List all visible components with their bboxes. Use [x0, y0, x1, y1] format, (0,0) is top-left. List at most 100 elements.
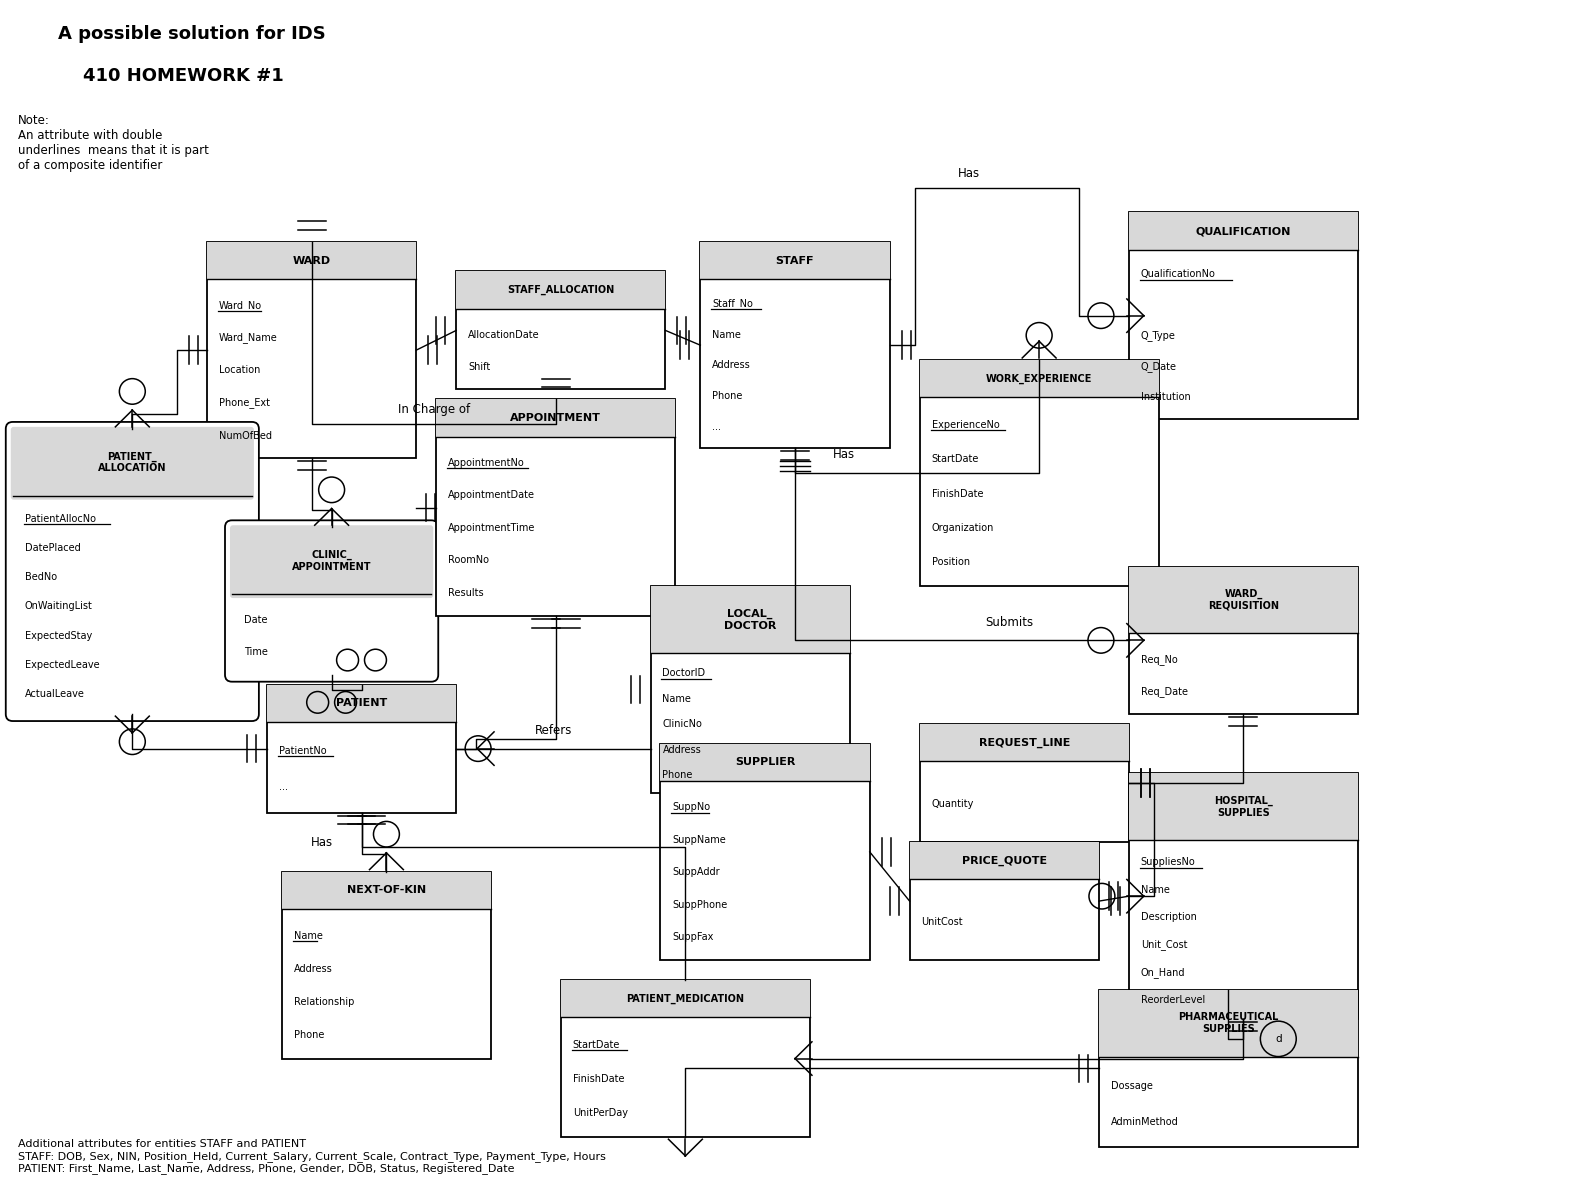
- Bar: [919, 724, 1129, 762]
- Text: Has: Has: [959, 167, 981, 180]
- Text: WARD: WARD: [293, 256, 331, 265]
- Text: Position: Position: [932, 557, 970, 567]
- Text: Phone_Ext: Phone_Ext: [219, 397, 270, 408]
- Bar: [561, 980, 809, 1017]
- Bar: [436, 400, 676, 437]
- Text: Refers: Refers: [534, 724, 572, 737]
- Text: Description: Description: [1140, 912, 1197, 923]
- Text: Name: Name: [294, 931, 323, 940]
- Bar: [456, 271, 666, 309]
- Bar: [436, 400, 676, 616]
- Text: Unit_Cost: Unit_Cost: [1140, 939, 1188, 950]
- Text: QUALIFICATION: QUALIFICATION: [1196, 226, 1291, 237]
- Bar: [1129, 774, 1358, 840]
- Text: DoctorID: DoctorID: [663, 668, 706, 679]
- Text: SuppFax: SuppFax: [673, 932, 714, 943]
- Text: Phone: Phone: [712, 392, 743, 401]
- Text: PATIENT_MEDICATION: PATIENT_MEDICATION: [626, 994, 744, 1003]
- Text: STAFF: STAFF: [776, 256, 814, 265]
- Text: Has: Has: [310, 835, 332, 848]
- Bar: [919, 360, 1159, 397]
- Text: Organization: Organization: [932, 523, 994, 532]
- Text: REQUEST_LINE: REQUEST_LINE: [978, 737, 1070, 748]
- Text: CLINIC_
APPOINTMENT: CLINIC_ APPOINTMENT: [293, 550, 372, 571]
- Text: StartDate: StartDate: [932, 454, 979, 464]
- Text: Time: Time: [243, 647, 267, 658]
- Text: SuppNo: SuppNo: [673, 802, 711, 812]
- Text: Has: Has: [833, 448, 855, 461]
- Text: Results: Results: [448, 588, 483, 597]
- Bar: [1099, 990, 1358, 1148]
- Bar: [650, 587, 849, 653]
- Text: AppointmentTime: AppointmentTime: [448, 523, 536, 532]
- Text: SuppliesNo: SuppliesNo: [1140, 858, 1196, 867]
- Text: AppointmentDate: AppointmentDate: [448, 490, 536, 500]
- Text: ClinicNo: ClinicNo: [663, 719, 703, 729]
- Bar: [700, 241, 890, 279]
- Text: Name: Name: [712, 330, 741, 340]
- Text: StartDate: StartDate: [572, 1040, 620, 1049]
- Text: AppointmentNo: AppointmentNo: [448, 458, 525, 467]
- Bar: [207, 241, 417, 279]
- Text: UnitPerDay: UnitPerDay: [572, 1108, 628, 1118]
- Bar: [1129, 567, 1358, 633]
- Text: Dossage: Dossage: [1111, 1080, 1153, 1091]
- Bar: [660, 744, 870, 961]
- Text: AllocationDate: AllocationDate: [467, 330, 539, 340]
- Text: ...: ...: [712, 422, 722, 432]
- Text: PATIENT: PATIENT: [335, 698, 386, 709]
- Text: PatientAllocNo: PatientAllocNo: [25, 515, 95, 524]
- FancyBboxPatch shape: [11, 427, 254, 499]
- Text: Location: Location: [219, 366, 261, 375]
- Text: Address: Address: [294, 964, 332, 974]
- Text: 410 HOMEWORK #1: 410 HOMEWORK #1: [57, 66, 283, 85]
- Text: Req_Date: Req_Date: [1140, 686, 1188, 697]
- Text: LOCAL_
DOCTOR: LOCAL_ DOCTOR: [723, 609, 776, 631]
- Text: On_Hand: On_Hand: [1140, 967, 1185, 978]
- Text: STAFF_ALLOCATION: STAFF_ALLOCATION: [507, 285, 614, 296]
- Text: SuppAddr: SuppAddr: [673, 867, 720, 878]
- Bar: [561, 980, 809, 1137]
- Bar: [660, 744, 870, 781]
- Text: Q_Type: Q_Type: [1140, 330, 1175, 342]
- Bar: [1099, 990, 1358, 1056]
- Bar: [281, 872, 491, 909]
- Text: PATIENT_
ALLOCATION: PATIENT_ ALLOCATION: [99, 452, 167, 473]
- Text: OnWaitingList: OnWaitingList: [25, 601, 92, 612]
- Bar: [281, 872, 491, 1059]
- Text: PHARMACEUTICAL
SUPPLIES: PHARMACEUTICAL SUPPLIES: [1178, 1013, 1278, 1034]
- Text: Note:
An attribute with double
underlines  means that it is part
of a composite : Note: An attribute with double underline…: [17, 114, 208, 172]
- Text: A possible solution for IDS: A possible solution for IDS: [57, 25, 326, 44]
- Text: Q_Date: Q_Date: [1140, 361, 1177, 373]
- Text: QualificationNo: QualificationNo: [1140, 270, 1216, 279]
- Text: UnitCost: UnitCost: [922, 918, 964, 927]
- Text: Req_No: Req_No: [1140, 654, 1178, 665]
- Text: FinishDate: FinishDate: [932, 489, 983, 498]
- Bar: [456, 271, 666, 389]
- Text: PRICE_QUOTE: PRICE_QUOTE: [962, 855, 1046, 866]
- Text: Additional attributes for entities STAFF and PATIENT
STAFF: DOB, Sex, NIN, Posit: Additional attributes for entities STAFF…: [17, 1139, 606, 1175]
- Text: In Charge of: In Charge of: [398, 403, 469, 416]
- Text: ...: ...: [278, 782, 288, 793]
- Text: ReorderLevel: ReorderLevel: [1140, 995, 1205, 1004]
- Text: Submits: Submits: [986, 615, 1034, 628]
- Text: Address: Address: [663, 744, 701, 755]
- Text: ActualLeave: ActualLeave: [25, 689, 84, 699]
- Text: FinishDate: FinishDate: [572, 1074, 625, 1084]
- Text: WARD_
REQUISITION: WARD_ REQUISITION: [1208, 589, 1278, 610]
- Bar: [267, 685, 456, 722]
- Text: Date: Date: [243, 615, 267, 625]
- Text: Shift: Shift: [467, 362, 490, 371]
- Text: Phone: Phone: [663, 770, 693, 780]
- Text: d: d: [1275, 1034, 1282, 1043]
- Bar: [700, 241, 890, 448]
- Text: BedNo: BedNo: [25, 573, 57, 582]
- Text: Ward_Name: Ward_Name: [219, 332, 278, 343]
- FancyBboxPatch shape: [226, 521, 439, 681]
- Text: RoomNo: RoomNo: [448, 555, 490, 565]
- Text: Name: Name: [663, 694, 692, 704]
- Text: Ward_No: Ward_No: [219, 299, 262, 311]
- Bar: [919, 360, 1159, 587]
- Bar: [1129, 567, 1358, 715]
- Bar: [650, 587, 849, 793]
